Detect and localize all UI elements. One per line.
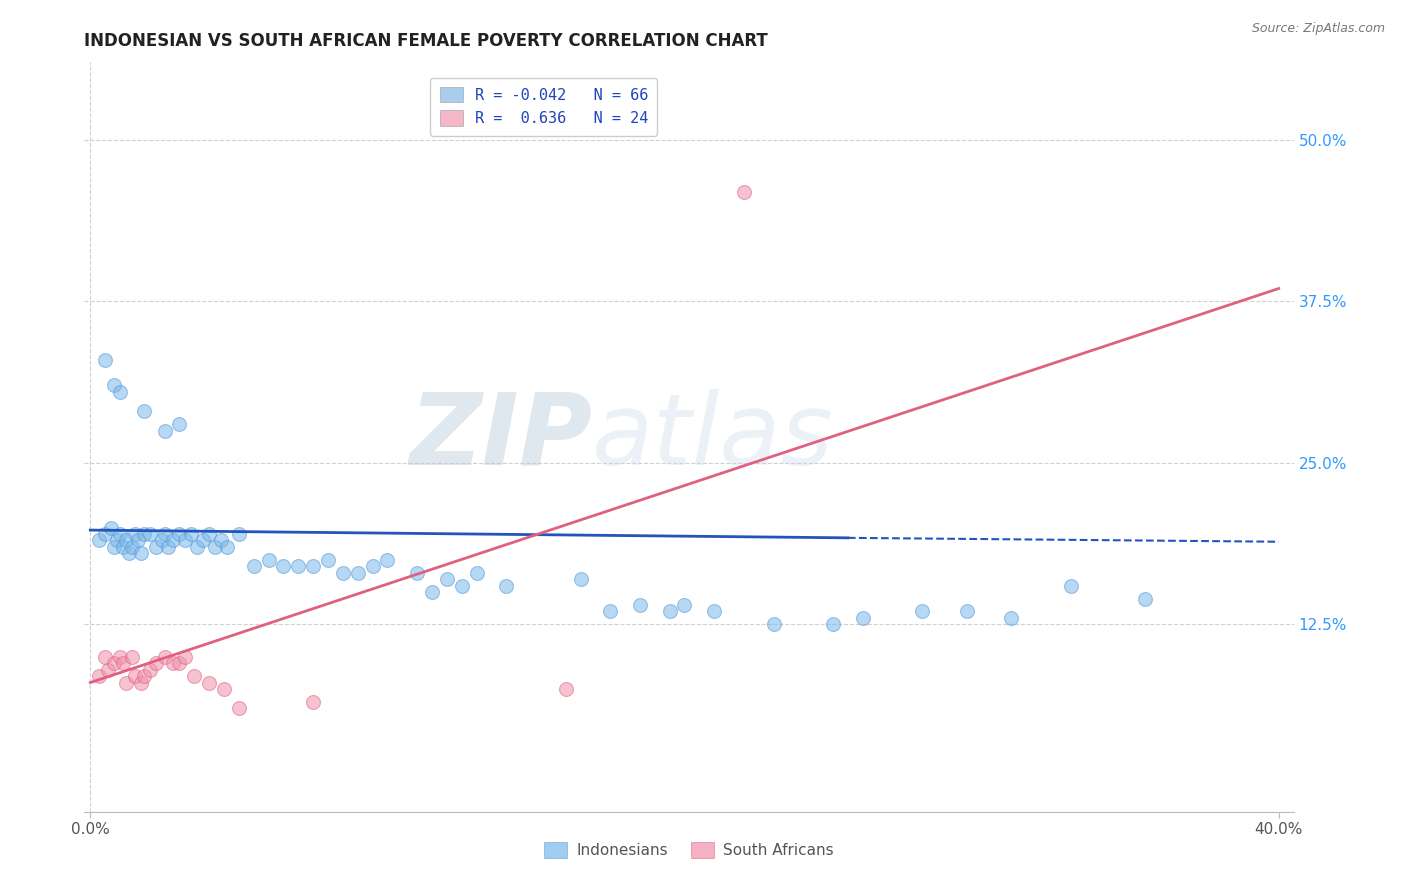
Point xyxy=(852,611,875,625)
Point xyxy=(406,566,429,580)
Point xyxy=(956,605,979,619)
Point xyxy=(673,598,696,612)
Point xyxy=(169,656,191,670)
Point xyxy=(209,533,232,548)
Point xyxy=(169,417,191,432)
Point xyxy=(228,527,250,541)
Point xyxy=(138,527,160,541)
Point xyxy=(198,527,221,541)
Point xyxy=(132,404,155,418)
Point xyxy=(118,546,141,560)
Point xyxy=(129,675,152,690)
Point xyxy=(186,540,208,554)
Point xyxy=(103,378,125,392)
Point xyxy=(332,566,354,580)
Point xyxy=(105,533,128,548)
Legend: Indonesians, South Africans: Indonesians, South Africans xyxy=(538,836,839,864)
Point xyxy=(554,681,576,696)
Point xyxy=(156,540,179,554)
Point xyxy=(703,605,725,619)
Point xyxy=(111,540,134,554)
Point xyxy=(108,527,131,541)
Point xyxy=(103,656,125,670)
Point xyxy=(212,681,235,696)
Point xyxy=(821,617,844,632)
Point xyxy=(129,546,152,560)
Point xyxy=(169,527,191,541)
Point xyxy=(145,656,167,670)
Point xyxy=(1000,611,1022,625)
Point xyxy=(132,527,155,541)
Point xyxy=(242,559,264,574)
Point xyxy=(346,566,368,580)
Point xyxy=(257,553,280,567)
Point xyxy=(1060,579,1083,593)
Point xyxy=(193,533,215,548)
Point xyxy=(108,384,131,399)
Point xyxy=(115,533,138,548)
Point xyxy=(162,533,184,548)
Point xyxy=(153,649,176,664)
Point xyxy=(150,533,173,548)
Point xyxy=(124,527,146,541)
Point xyxy=(733,185,755,199)
Point xyxy=(377,553,399,567)
Point xyxy=(204,540,226,554)
Point xyxy=(108,649,131,664)
Point xyxy=(287,559,309,574)
Point xyxy=(100,520,122,534)
Point xyxy=(145,540,167,554)
Point xyxy=(94,352,117,367)
Point xyxy=(599,605,621,619)
Point xyxy=(153,424,176,438)
Point xyxy=(97,663,120,677)
Text: ZIP: ZIP xyxy=(409,389,592,485)
Point xyxy=(94,527,117,541)
Point xyxy=(658,605,681,619)
Point xyxy=(215,540,238,554)
Point xyxy=(316,553,339,567)
Point xyxy=(153,527,176,541)
Point xyxy=(94,649,117,664)
Point xyxy=(198,675,221,690)
Point xyxy=(465,566,488,580)
Point xyxy=(420,585,443,599)
Point xyxy=(180,527,202,541)
Point xyxy=(132,669,155,683)
Point xyxy=(1133,591,1156,606)
Point xyxy=(361,559,384,574)
Point xyxy=(103,540,125,554)
Point xyxy=(138,663,160,677)
Point xyxy=(127,533,149,548)
Text: INDONESIAN VS SOUTH AFRICAN FEMALE POVERTY CORRELATION CHART: INDONESIAN VS SOUTH AFRICAN FEMALE POVER… xyxy=(84,32,768,50)
Point xyxy=(450,579,472,593)
Point xyxy=(762,617,785,632)
Point xyxy=(228,701,250,715)
Point xyxy=(569,572,592,586)
Point xyxy=(111,656,134,670)
Point xyxy=(273,559,295,574)
Point xyxy=(495,579,517,593)
Point xyxy=(436,572,458,586)
Point xyxy=(628,598,651,612)
Text: atlas: atlas xyxy=(592,389,834,485)
Point xyxy=(911,605,934,619)
Point xyxy=(183,669,205,683)
Point xyxy=(115,675,138,690)
Point xyxy=(89,533,111,548)
Point xyxy=(174,649,197,664)
Point xyxy=(174,533,197,548)
Point xyxy=(89,669,111,683)
Text: Source: ZipAtlas.com: Source: ZipAtlas.com xyxy=(1251,22,1385,36)
Point xyxy=(121,649,143,664)
Point xyxy=(162,656,184,670)
Point xyxy=(124,669,146,683)
Point xyxy=(302,695,325,709)
Point xyxy=(121,540,143,554)
Point xyxy=(302,559,325,574)
